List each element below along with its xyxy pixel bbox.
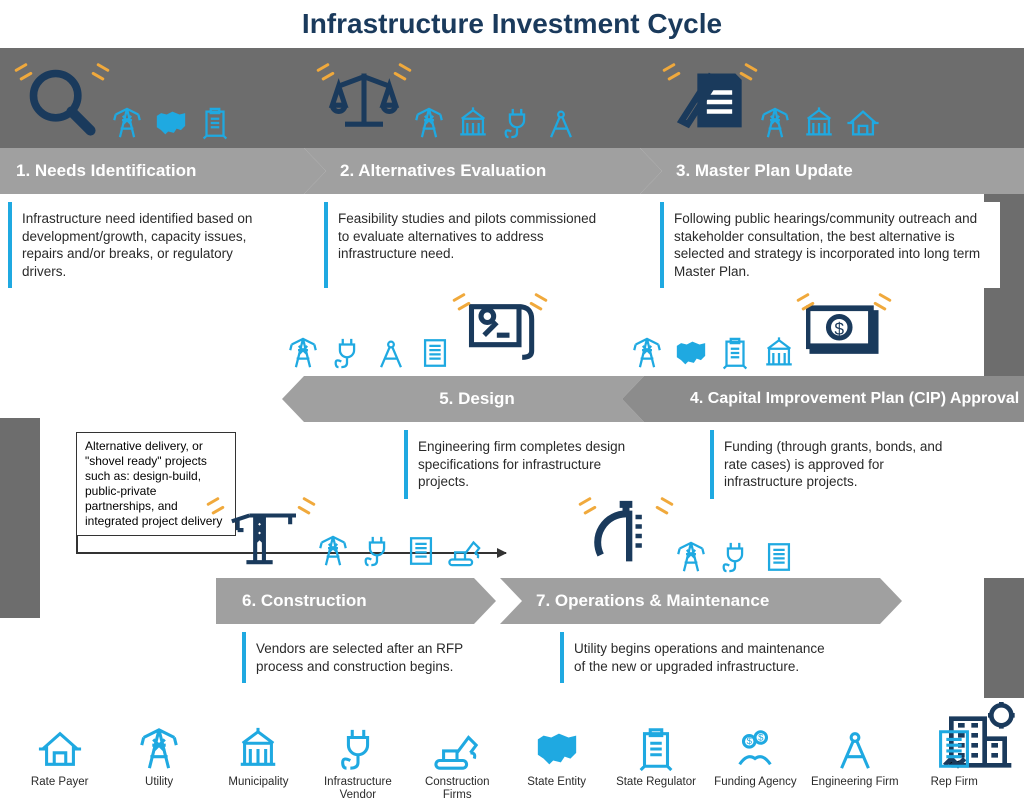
step-7: 7. Operations & Maintenance <box>500 578 880 624</box>
arrow-row-1: 1. Needs Identification 2. Alternatives … <box>0 148 1024 194</box>
tower-icon <box>286 336 320 370</box>
legend-rate-payer: Rate Payer <box>15 726 105 802</box>
legend-label: Engineering Firm <box>811 776 899 789</box>
list-icon <box>418 336 452 370</box>
step-6: 6. Construction <box>216 578 474 624</box>
building-icon <box>235 726 281 772</box>
legend-funding: Funding Agency <box>710 726 800 802</box>
gauge-icon <box>588 498 664 574</box>
iconstrip-s2 <box>326 64 578 140</box>
iconstrip-s7 <box>588 498 796 574</box>
legend-engineering: Engineering Firm <box>810 726 900 802</box>
legend-label: Municipality <box>228 776 288 789</box>
plug-icon <box>718 540 752 574</box>
step-5: 5. Design <box>304 376 644 422</box>
legend-infra-vendor: Infrastructure Vendor <box>313 726 403 802</box>
compass-icon <box>544 106 578 140</box>
spacer <box>0 376 304 422</box>
list-icon <box>931 726 977 772</box>
tower-icon <box>674 540 708 574</box>
legend-label: Funding Agency <box>714 776 796 789</box>
step-3: 3. Master Plan Update <box>640 148 1024 194</box>
legend: Rate Payer Utility Municipality Infrastr… <box>0 726 1024 802</box>
building-icon <box>456 106 490 140</box>
desc-2: Feasibility studies and pilots commissio… <box>324 202 620 288</box>
legend-label: State Regulator <box>616 776 696 789</box>
cash-icon <box>806 294 882 370</box>
excavator-icon <box>448 534 482 568</box>
clipboard-icon <box>198 106 232 140</box>
legend-state-regulator: State Regulator <box>611 726 701 802</box>
desc-7: Utility begins operations and maintenanc… <box>560 632 840 683</box>
tower-icon <box>630 336 664 370</box>
compass-icon <box>374 336 408 370</box>
legend-state-entity: State Entity <box>512 726 602 802</box>
iconstrip-s5 <box>286 294 538 370</box>
desc-6: Vendors are selected after an RFP proces… <box>242 632 502 683</box>
usmap-icon <box>154 106 188 140</box>
list-icon <box>762 540 796 574</box>
magnifier-icon <box>24 64 100 140</box>
pencil-doc-icon <box>672 64 748 140</box>
plug-icon <box>330 336 364 370</box>
legend-label: Rate Payer <box>31 776 89 789</box>
legend-rep-firm: Rep Firm <box>909 726 999 802</box>
tower-icon <box>412 106 446 140</box>
step-2: 2. Alternatives Evaluation <box>304 148 640 194</box>
scales-icon <box>326 64 402 140</box>
page-title: Infrastructure Investment Cycle <box>0 0 1024 46</box>
desc-3: Following public hearings/community outr… <box>660 202 1000 288</box>
legend-construction: Construction Firms <box>412 726 502 802</box>
crane-icon <box>216 498 306 568</box>
alt-delivery-box: Alternative delivery, or "shovel ready" … <box>76 432 236 536</box>
clipboard-icon <box>718 336 752 370</box>
building-icon <box>762 336 796 370</box>
desc-1: Infrastructure need identified based on … <box>8 202 294 288</box>
house-icon <box>846 106 880 140</box>
blueprint-icon <box>462 294 538 370</box>
plug-icon <box>500 106 534 140</box>
iconstrip-s6 <box>216 498 482 568</box>
usmap-icon <box>534 726 580 772</box>
legend-label: Rep Firm <box>931 776 978 789</box>
legend-label: Utility <box>145 776 173 789</box>
plug-icon <box>335 726 381 772</box>
desc-5: Engineering firm completes design specif… <box>404 430 644 499</box>
desc-row-1: Infrastructure need identified based on … <box>0 198 1024 288</box>
legend-label: Infrastructure Vendor <box>313 776 403 802</box>
desc-4: Funding (through grants, bonds, and rate… <box>710 430 970 499</box>
legend-utility: Utility <box>114 726 204 802</box>
compass-icon <box>832 726 878 772</box>
plug-icon <box>360 534 394 568</box>
clipboard-icon <box>633 726 679 772</box>
step-4: 4. Capital Improvement Plan (CIP) Approv… <box>644 376 1024 422</box>
tower-icon <box>758 106 792 140</box>
money-hands-icon <box>732 726 778 772</box>
iconstrip-s1 <box>24 64 232 140</box>
excavator-icon <box>434 726 480 772</box>
tower-icon <box>136 726 182 772</box>
legend-label: State Entity <box>527 776 586 789</box>
step-1: 1. Needs Identification <box>0 148 304 194</box>
list-icon <box>404 534 438 568</box>
tower-icon <box>316 534 350 568</box>
usmap-icon <box>674 336 708 370</box>
iconstrip-s3 <box>672 64 880 140</box>
tower-icon <box>110 106 144 140</box>
arrow-row-3: 6. Construction 7. Operations & Maintena… <box>0 578 1024 624</box>
legend-label: Construction Firms <box>412 776 502 802</box>
iconstrip-s4 <box>630 294 882 370</box>
house-icon <box>37 726 83 772</box>
legend-municipality: Municipality <box>213 726 303 802</box>
arrow-row-2: 4. Capital Improvement Plan (CIP) Approv… <box>0 376 1024 422</box>
building-icon <box>802 106 836 140</box>
